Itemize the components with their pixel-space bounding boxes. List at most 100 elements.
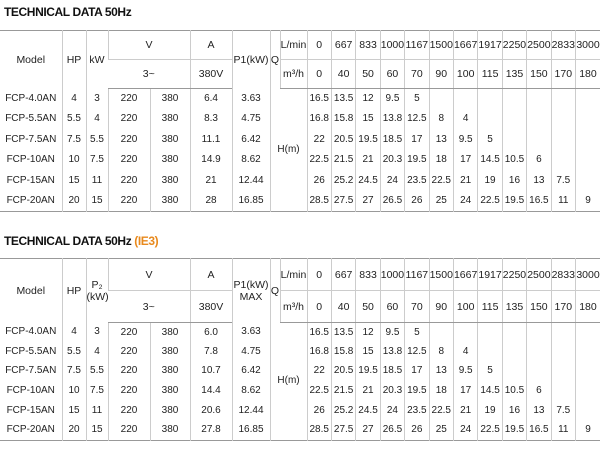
head-value: 21 [355, 150, 381, 171]
head-value: 11 [550, 420, 576, 441]
spec-cell: 11.1 [189, 129, 233, 150]
spec-cell: 28 [189, 191, 233, 212]
spec-cell: 27.8 [189, 420, 233, 441]
empty-cell [574, 342, 600, 362]
spec-cell: 3 [85, 88, 108, 109]
empty-cell [526, 88, 552, 109]
head-value: 13.8 [379, 342, 405, 362]
spec-cell: 220 [107, 191, 150, 212]
head-value: 14.5 [477, 150, 503, 171]
head-value: 26 [306, 170, 332, 191]
empty-cell [477, 322, 503, 343]
head-value: 5 [404, 322, 430, 343]
header-row: 3~ 380V m³/h 0 40 50 60 70 90 100 115 135 150 170 180 [0, 59, 600, 89]
model-cell: FCP-15AN [6, 174, 55, 186]
spec-cell: 220 [107, 400, 150, 421]
empty-cell [428, 322, 454, 343]
spec-cell: 7.5 [85, 381, 108, 401]
flow-value: 3000 [574, 30, 600, 60]
flow-value: 2250 [501, 30, 527, 60]
empty-cell [526, 129, 552, 150]
head-value: 20.3 [379, 381, 405, 401]
flow-value: 0 [306, 59, 332, 89]
header-cell: Model [16, 284, 46, 297]
head-value: 24.5 [355, 170, 381, 191]
empty-cell [501, 109, 527, 130]
flow-value: 115 [477, 59, 503, 89]
model-cell: FCP-5.5AN [5, 345, 57, 357]
head-value: 22 [306, 129, 332, 150]
head-value: 25 [428, 191, 454, 212]
empty-cell [428, 88, 454, 109]
empty-cell [550, 361, 576, 382]
header-cell: L/min [279, 258, 308, 291]
head-value: 23.5 [404, 400, 430, 421]
empty-cell [550, 381, 576, 401]
title-text: TECHNICAL DATA 50Hz [4, 234, 132, 248]
data-row: FCP-10AN 10 7.5 220 380 14.4 8.62 22.5 21.5 21 20.… [0, 381, 600, 401]
head-value: 13 [428, 361, 454, 382]
header-cell: A [189, 30, 233, 60]
flow-value: 833 [355, 30, 381, 60]
spec-cell: 6.4 [189, 88, 233, 109]
spec-cell: 5.5 [85, 361, 108, 382]
flow-value: 70 [404, 290, 430, 323]
header-cell: HP [61, 258, 86, 323]
head-value: 26 [404, 420, 430, 441]
model-cell: FCP-20AN [6, 195, 55, 206]
flow-value: 667 [330, 258, 356, 291]
head-value: 28.5 [306, 191, 332, 212]
spec-cell: 4 [85, 109, 108, 130]
data-row: FCP-15AN 15 11 220 380 21 12.44 26 25.2 24.5 24 23.… [0, 170, 600, 191]
empty-cell [550, 322, 576, 343]
head-value: 19.5 [404, 150, 430, 171]
head-value: 21.5 [330, 150, 356, 171]
head-value: 19.5 [404, 381, 430, 401]
head-value: 20.3 [379, 150, 405, 171]
flow-value: 1917 [477, 258, 503, 291]
empty-cell [477, 88, 503, 109]
flow-value: 170 [550, 290, 576, 323]
head-label: H(m) [269, 88, 308, 212]
spec-cell: 20 [61, 191, 86, 212]
model-cell: FCP-15AN [6, 404, 55, 416]
head-value: 7.5 [550, 400, 576, 421]
spec-cell: 380 [149, 400, 191, 421]
flow-value: 90 [428, 290, 454, 323]
empty-cell [574, 150, 600, 171]
empty-cell [501, 342, 527, 362]
flow-value: 40 [330, 59, 356, 89]
head-value: 5 [477, 361, 503, 382]
spec-cell: 380 [149, 322, 191, 343]
spec-cell: 3.63 [231, 88, 271, 109]
spec-cell: 220 [107, 420, 150, 441]
flow-value: 0 [306, 258, 332, 291]
flow-value: 1000 [379, 30, 405, 60]
header-cell: 380V [189, 59, 233, 89]
empty-cell [526, 109, 552, 130]
header-cell: m³/h [279, 290, 308, 323]
spec-cell: 15 [61, 400, 86, 421]
flow-value: 0 [306, 30, 332, 60]
spec-cell: 380 [149, 342, 191, 362]
head-value: 21 [355, 381, 381, 401]
empty-cell [574, 88, 600, 109]
data-row: FCP-5.5AN 5.5 4 220 380 8.3 4.75 16.8 15.8 15 13.8… [0, 109, 600, 130]
section-title: TECHNICAL DATA 50Hz (IE3) [4, 234, 159, 248]
spec-cell: 380 [149, 129, 191, 150]
head-value: 12 [355, 88, 381, 109]
head-value: 16.8 [306, 109, 332, 130]
empty-cell [574, 170, 600, 191]
head-value: 9.5 [452, 129, 478, 150]
empty-cell [526, 342, 552, 362]
header-cell: m³/h [279, 59, 308, 89]
spec-cell: 14.4 [189, 381, 233, 401]
spec-cell: 380 [149, 109, 191, 130]
data-row: FCP-15AN 15 11 220 380 20.6 12.44 26 25.2 24.5 24 2… [0, 400, 600, 421]
flow-value: 40 [330, 290, 356, 323]
spec-cell: 7.5 [85, 150, 108, 171]
head-value: 22.5 [428, 170, 454, 191]
spec-cell: 380 [149, 150, 191, 171]
head-value: 12.5 [404, 109, 430, 130]
empty-cell [574, 322, 600, 343]
